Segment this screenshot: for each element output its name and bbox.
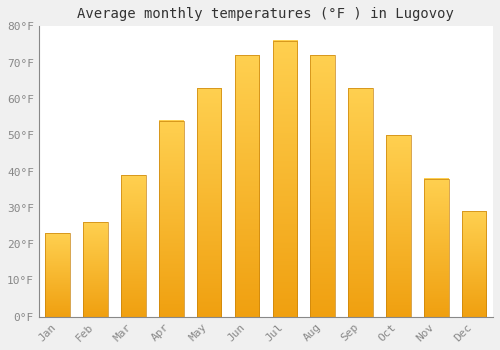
Bar (197, 88, 222, 317)
Title: Average monthly temperatures (°F ) in Lugovoy: Average monthly temperatures (°F ) in Lu… (78, 7, 454, 21)
Bar (462, 211, 486, 317)
Bar (46, 233, 70, 317)
Bar (424, 179, 448, 317)
Bar (272, 41, 297, 317)
Bar (121, 175, 146, 317)
Bar (234, 55, 260, 317)
Bar (84, 222, 108, 317)
Bar (159, 121, 184, 317)
Bar (310, 55, 335, 317)
Bar (348, 88, 373, 317)
Bar (386, 135, 410, 317)
